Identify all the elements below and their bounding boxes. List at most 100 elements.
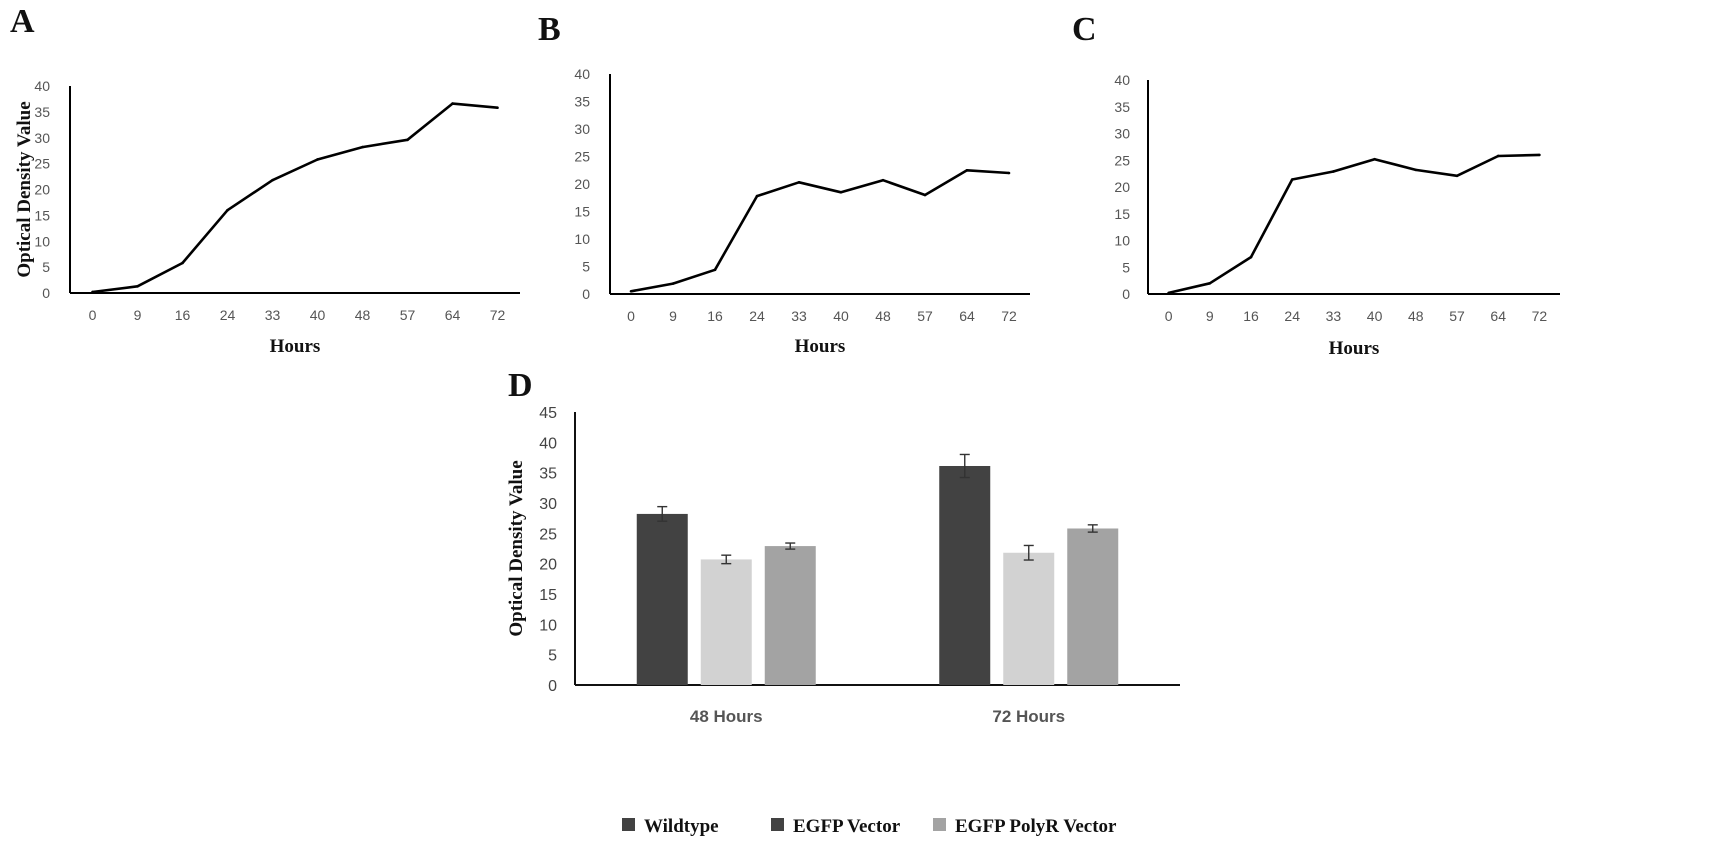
y-tick-label: 40 <box>574 66 590 82</box>
y-tick-label: 15 <box>539 587 557 604</box>
data-point <box>671 282 675 285</box>
data-point <box>1414 168 1418 172</box>
x-tick-label: 72 <box>490 307 506 323</box>
panel-c: C 0 5 10 15 20 25 30 35 40 0 9 16 24 33 40 48 57 64 72 Hours <box>1072 11 1560 359</box>
x-tick-label: 0 <box>627 308 635 324</box>
data-point <box>881 178 885 182</box>
data-point <box>361 145 364 149</box>
x-tick-label: 9 <box>134 307 142 323</box>
x-tick-label: 72 <box>1001 308 1017 324</box>
y-tick-label: 20 <box>1114 179 1130 195</box>
x-tick-label: 64 <box>1490 308 1506 324</box>
bar <box>1003 552 1055 685</box>
y-tick-label: 20 <box>34 182 50 198</box>
data-point <box>136 284 139 288</box>
legend-swatch <box>933 818 946 831</box>
data-point <box>316 158 319 161</box>
legend-swatch <box>622 818 635 831</box>
y-tick-label: 45 <box>539 405 557 422</box>
data-point <box>406 138 409 142</box>
x-tick-label: 24 <box>220 307 236 323</box>
x-tick-label: 0 <box>89 307 97 323</box>
legend-swatch <box>771 818 784 831</box>
y-tick-label: 25 <box>1114 152 1130 168</box>
y-tick-label: 30 <box>34 130 50 146</box>
data-point <box>1290 178 1294 181</box>
y-tick-label: 10 <box>34 233 50 249</box>
x-tick-label: 24 <box>749 308 765 324</box>
data-point <box>1538 153 1541 157</box>
x-tick-label: 72 <box>1532 308 1548 324</box>
data-point <box>923 193 927 197</box>
x-tick-label: 57 <box>400 307 416 323</box>
data-point <box>226 208 229 212</box>
data-point <box>1208 282 1212 285</box>
x-tick-label: 40 <box>310 307 326 323</box>
x-tick-label: 16 <box>707 308 723 324</box>
x-tick-label: 64 <box>445 307 461 323</box>
x-axis-title: Hours <box>270 336 321 357</box>
data-point <box>965 168 969 172</box>
y-tick-label: 0 <box>582 286 590 302</box>
y-tick-label: 0 <box>548 678 557 695</box>
data-point <box>91 290 94 294</box>
x-tick-label: 33 <box>265 307 281 323</box>
series-line <box>630 169 1010 293</box>
y-tick-label: 5 <box>582 259 590 275</box>
y-tick-label: 15 <box>574 204 590 220</box>
x-tick-label: 33 <box>791 308 807 324</box>
data-point <box>1496 154 1500 158</box>
y-tick-label: 35 <box>1114 99 1130 115</box>
x-tick-label: 9 <box>1206 308 1214 324</box>
y-tick-label: 40 <box>1114 72 1130 88</box>
y-tick-label: 30 <box>574 121 590 137</box>
data-point <box>839 190 843 194</box>
legend: Wildtype EGFP Vector EGFP PolyR Vector <box>622 816 1117 837</box>
x-tick-label: 40 <box>833 308 849 324</box>
y-tick-label: 30 <box>539 496 557 513</box>
x-axis-title: Hours <box>795 336 846 357</box>
x-tick-label: 57 <box>917 308 933 324</box>
y-tick-label: 30 <box>1114 126 1130 142</box>
bar <box>939 465 991 685</box>
panel-letter: C <box>1072 11 1097 48</box>
bar <box>764 546 816 685</box>
data-point <box>1007 171 1011 175</box>
x-tick-label: 24 <box>1284 308 1300 324</box>
y-tick-label: 35 <box>574 94 590 110</box>
y-axis-title: Optical Density Value <box>506 460 527 636</box>
y-tick-label: 20 <box>539 557 557 574</box>
data-point <box>1332 170 1335 173</box>
series-line <box>1168 153 1540 295</box>
x-tick-label: 9 <box>669 308 677 324</box>
x-tick-label: 0 <box>1165 308 1173 324</box>
data-point <box>797 181 801 184</box>
y-tick-label: 15 <box>34 207 50 223</box>
x-axis-title: Hours <box>1329 338 1380 359</box>
y-axis-title: Optical Density Value <box>14 101 35 277</box>
x-tick-label: 48 <box>1408 308 1424 324</box>
y-tick-label: 0 <box>42 285 50 301</box>
x-category-label: 72 Hours <box>992 707 1065 726</box>
panel-letter: A <box>10 3 35 40</box>
data-point <box>629 289 633 293</box>
y-tick-label: 25 <box>574 149 590 165</box>
bar <box>700 559 752 685</box>
bar <box>636 513 688 685</box>
y-tick-label: 35 <box>539 466 557 483</box>
x-tick-label: 64 <box>959 308 975 324</box>
data-point <box>181 261 184 265</box>
panel-d: D 0 5 10 15 20 25 30 35 40 45 48 Hours 72 Hours Optic… <box>506 367 1180 837</box>
data-point <box>1373 157 1376 161</box>
y-tick-label: 40 <box>34 78 50 94</box>
data-point <box>1455 174 1459 178</box>
data-point <box>496 106 499 110</box>
y-tick-label: 0 <box>1122 286 1130 302</box>
y-tick-label: 15 <box>1114 206 1130 222</box>
panel-letter: B <box>538 11 561 48</box>
data-point <box>713 268 717 272</box>
y-tick-label: 5 <box>548 648 557 665</box>
panel-a: A 0 5 10 15 20 25 30 35 40 0 9 16 24 33 40 48 57 64 72 Hours… <box>10 3 520 357</box>
x-category-label: 48 Hours <box>690 707 763 726</box>
x-tick-label: 57 <box>1449 308 1465 324</box>
